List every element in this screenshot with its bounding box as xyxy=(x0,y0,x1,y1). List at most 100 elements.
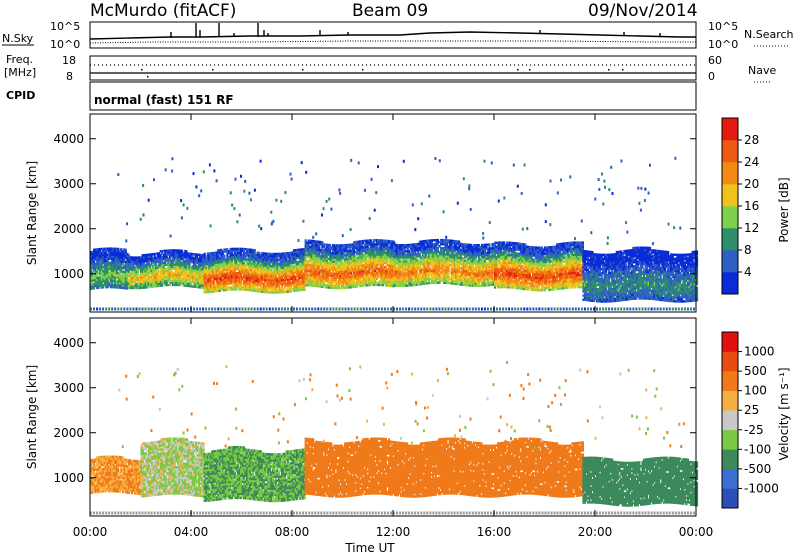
data-cell xyxy=(277,285,280,288)
data-cell xyxy=(371,241,374,244)
data-cell xyxy=(375,283,378,287)
data-cell xyxy=(197,273,200,277)
data-cell xyxy=(341,258,344,261)
data-cell xyxy=(471,272,474,275)
data-cell xyxy=(362,266,365,269)
data-cell xyxy=(218,251,221,254)
data-cell xyxy=(402,260,405,263)
data-cell xyxy=(93,287,96,290)
data-cell xyxy=(334,244,337,247)
data-cell xyxy=(473,258,476,261)
data-cell xyxy=(90,281,93,284)
data-cell xyxy=(306,279,309,283)
data-cell xyxy=(265,291,268,294)
data-cell xyxy=(433,271,436,274)
data-cell xyxy=(285,274,288,277)
data-cell xyxy=(417,246,420,250)
data-cell xyxy=(365,255,368,259)
data-cell xyxy=(348,276,351,279)
data-cell xyxy=(118,278,121,281)
data-cell xyxy=(226,266,229,269)
data-cell xyxy=(212,280,215,283)
data-cell xyxy=(365,276,368,279)
data-cell xyxy=(282,282,285,286)
data-cell xyxy=(429,255,432,258)
data-cell xyxy=(279,264,282,268)
data-cell xyxy=(97,258,100,261)
data-cell xyxy=(177,251,180,254)
data-cell xyxy=(114,284,117,287)
data-cell xyxy=(149,263,152,266)
data-cell xyxy=(235,284,238,287)
data-cell xyxy=(438,255,441,258)
data-cell xyxy=(357,281,360,284)
data-cell xyxy=(325,253,328,257)
data-cell xyxy=(158,284,161,287)
data-cell xyxy=(339,276,342,279)
data-cell xyxy=(321,249,324,252)
data-cell xyxy=(211,282,214,285)
data-cell xyxy=(246,272,249,275)
data-cell xyxy=(127,278,130,281)
data-cell xyxy=(348,253,351,257)
data-cell xyxy=(406,260,409,263)
data-cell xyxy=(117,262,120,265)
data-cell xyxy=(327,253,330,257)
data-cell xyxy=(267,291,270,294)
data-cell xyxy=(462,281,465,284)
data-cell xyxy=(433,269,436,272)
data-cell xyxy=(417,277,420,280)
data-cell xyxy=(159,254,162,257)
data-cell xyxy=(313,248,316,251)
data-cell xyxy=(424,239,427,243)
data-cell xyxy=(105,277,108,281)
data-cell xyxy=(459,283,462,286)
data-cell xyxy=(174,267,177,270)
data-cell xyxy=(238,253,241,257)
data-cell xyxy=(137,256,140,259)
data-cell xyxy=(436,247,439,250)
data-cell xyxy=(378,267,381,270)
data-cell xyxy=(155,264,158,268)
data-cell xyxy=(279,260,282,264)
data-cell xyxy=(215,279,218,283)
data-cell xyxy=(265,276,268,280)
data-cell xyxy=(438,279,441,282)
data-cell xyxy=(165,283,168,287)
data-cell xyxy=(135,256,138,259)
data-cell xyxy=(391,254,394,257)
data-cell xyxy=(386,268,389,271)
data-cell xyxy=(399,250,402,253)
data-cell xyxy=(99,276,102,279)
data-cell xyxy=(302,282,305,285)
data-cell xyxy=(333,264,336,267)
data-cell xyxy=(241,282,244,285)
data-cell xyxy=(274,258,277,262)
data-cell xyxy=(261,276,264,279)
data-cell xyxy=(144,264,147,267)
data-cell xyxy=(418,277,421,280)
data-cell xyxy=(193,279,196,282)
data-cell xyxy=(399,278,402,281)
data-cell xyxy=(452,241,455,245)
data-cell xyxy=(331,268,334,271)
data-cell xyxy=(137,278,140,282)
data-cell xyxy=(435,241,438,244)
data-cell xyxy=(411,263,414,267)
data-cell xyxy=(455,256,458,259)
data-cell xyxy=(243,256,246,259)
data-cell xyxy=(299,280,302,284)
data-cell xyxy=(316,252,319,255)
data-cell xyxy=(202,268,205,271)
data-cell xyxy=(368,261,371,264)
data-cell xyxy=(369,283,372,287)
data-cell xyxy=(378,259,381,262)
data-cell xyxy=(290,271,293,275)
data-cell xyxy=(158,280,161,283)
data-cell xyxy=(365,259,368,263)
data-cell xyxy=(226,258,229,261)
data-cell xyxy=(261,272,264,275)
data-cell xyxy=(100,247,103,251)
data-cell xyxy=(400,270,403,273)
data-cell xyxy=(315,252,318,255)
